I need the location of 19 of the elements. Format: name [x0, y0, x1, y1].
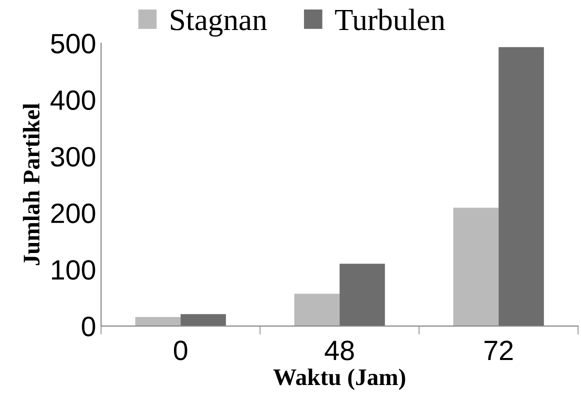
y-tick-label: 300: [50, 146, 96, 167]
x-tick-label: 0: [174, 340, 188, 360]
x-tick-label: 72: [484, 340, 513, 360]
legend-label: Turbulen: [335, 8, 446, 30]
bar: [294, 294, 340, 326]
y-tick-label: 100: [52, 260, 96, 280]
legend-label: Stagnan: [170, 10, 267, 37]
x-tick-label: 48: [324, 340, 354, 360]
bar: [340, 264, 385, 326]
y-tick-label: 400: [50, 90, 96, 110]
bar: [498, 47, 544, 326]
y-tick-label: 200: [51, 204, 96, 224]
y-tick-label: 0: [82, 316, 96, 336]
bar: [180, 314, 226, 326]
y-axis-title: Jumlah Partikel: [22, 103, 40, 266]
bar: [453, 208, 499, 326]
bar: [135, 316, 181, 326]
x-axis-title: Waktu (Jam): [273, 368, 406, 390]
y-tick-label: 500: [51, 34, 96, 54]
